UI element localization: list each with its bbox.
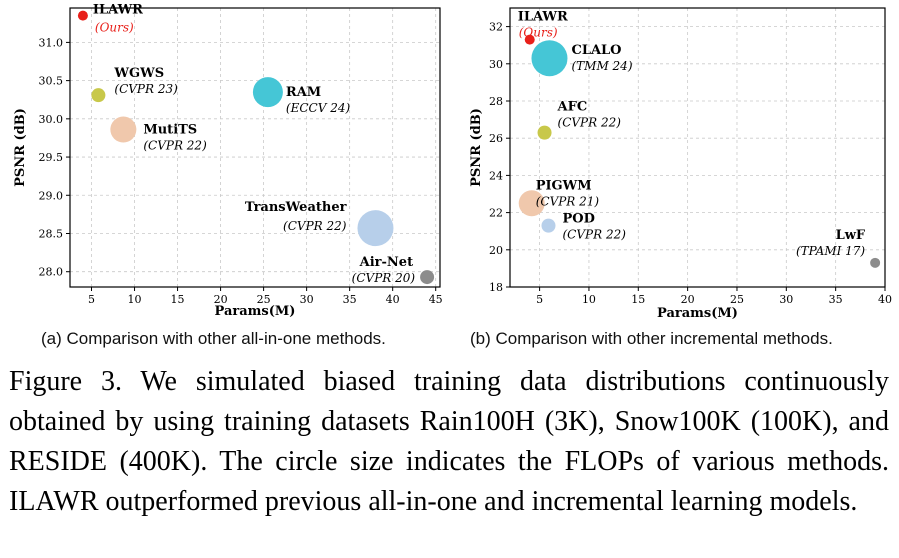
data-point-ilawr: [524, 34, 535, 45]
x-tick-label: 45: [429, 293, 443, 306]
data-point-mutits: [110, 116, 137, 143]
point-label-venue: (ECCV 24): [286, 101, 351, 115]
data-point-pod: [541, 218, 556, 233]
point-label-name: LwF: [836, 228, 866, 243]
y-tick-label: 30: [489, 58, 503, 71]
x-tick-label: 15: [171, 293, 185, 306]
point-label-name: RAM: [286, 85, 321, 100]
figure-canvas: 5 10 15 20 25 30 35 40 45 28.0 28.5 29.0 29.5 30.0 30.…: [13, 3, 892, 321]
point-label-name: POD: [562, 212, 594, 227]
data-point-pigwm: [518, 190, 545, 217]
point-label-venue: (CVPR 22): [562, 228, 626, 242]
point-label-venue: (CVPR 21): [536, 194, 600, 208]
subcaption-a: (a) Comparison with other all-in-one met…: [41, 329, 386, 348]
y-tick-label: 18: [489, 281, 503, 294]
point-label-venue: (CVPR 22): [283, 219, 347, 233]
y-tick-label: 22: [489, 207, 503, 220]
x-tick-label: 5: [536, 293, 543, 306]
x-axis-label: Params(M): [657, 306, 738, 321]
y-tick-label: 28.0: [39, 266, 64, 279]
point-label-venue: (CVPR 20): [352, 271, 416, 285]
data-point-transweather: [357, 210, 394, 247]
y-tick-label: 28: [489, 95, 503, 108]
plot-frame: [69, 7, 441, 288]
data-point-ram: [252, 77, 283, 108]
point-label-name: AFC: [557, 100, 588, 115]
y-tick-label: 20: [489, 244, 503, 257]
x-tick-label: 40: [878, 293, 892, 306]
point-label-name: MutiTS: [143, 123, 197, 138]
point-label-name: PIGWM: [536, 178, 592, 193]
x-tick-label: 40: [386, 293, 400, 306]
x-tick-label: 10: [128, 293, 142, 306]
data-point-clalo: [531, 40, 568, 77]
y-tick-label: 31.0: [39, 36, 64, 49]
x-tick-label: 10: [582, 293, 596, 306]
data-point-afc: [537, 125, 552, 140]
point-label-venue: (Ours): [519, 26, 558, 40]
point-label-name: ILAWR: [518, 10, 568, 25]
x-tick-label: 30: [779, 293, 793, 306]
y-tick-label: 28.5: [39, 227, 64, 240]
y-tick-label: 26: [489, 132, 503, 145]
point-label-name: CLALO: [571, 43, 621, 58]
figure-caption: Figure 3. We simulated biased training d…: [9, 366, 889, 517]
point-label-venue: (TMM 24): [571, 59, 632, 73]
x-tick-label: 20: [214, 293, 228, 306]
y-tick-label: 30.0: [39, 113, 64, 126]
point-label-name: ILAWR: [93, 3, 143, 18]
point-label-name: Air-Net: [359, 255, 413, 270]
data-point-lwf: [870, 257, 881, 268]
x-tick-label: 25: [257, 293, 271, 306]
data-point-ilawr: [77, 10, 88, 21]
x-tick-label: 25: [730, 293, 744, 306]
y-tick-label: 29.5: [39, 151, 64, 164]
point-label-venue: (TPAMI 17): [796, 244, 865, 258]
data-point-air-net: [420, 270, 435, 285]
point-label-venue: (Ours): [95, 21, 134, 35]
x-axis-label: Params(M): [215, 304, 296, 319]
point-label-name: WGWS: [113, 66, 164, 81]
y-axis-label: PSNR (dB): [13, 108, 28, 187]
plot-frame: [509, 7, 886, 288]
x-tick-label: 5: [88, 293, 95, 306]
data-point-wgws: [91, 88, 106, 103]
subcaption-b: (b) Comparison with other incremental me…: [470, 329, 833, 348]
point-label-venue: (CVPR 23): [114, 82, 178, 96]
y-tick-label: 29.0: [39, 189, 64, 202]
point-label-name: TransWeather: [245, 200, 347, 215]
y-axis-label: PSNR (dB): [469, 108, 484, 187]
point-label-venue: (CVPR 22): [558, 116, 622, 130]
x-tick-label: 30: [300, 293, 314, 306]
x-tick-label: 20: [681, 293, 695, 306]
y-tick-label: 32: [489, 21, 503, 34]
x-tick-label: 15: [631, 293, 645, 306]
y-tick-label: 24: [489, 169, 503, 182]
x-tick-label: 35: [343, 293, 357, 306]
x-tick-label: 35: [829, 293, 843, 306]
y-tick-label: 30.5: [39, 75, 64, 88]
point-label-venue: (CVPR 22): [143, 139, 207, 153]
